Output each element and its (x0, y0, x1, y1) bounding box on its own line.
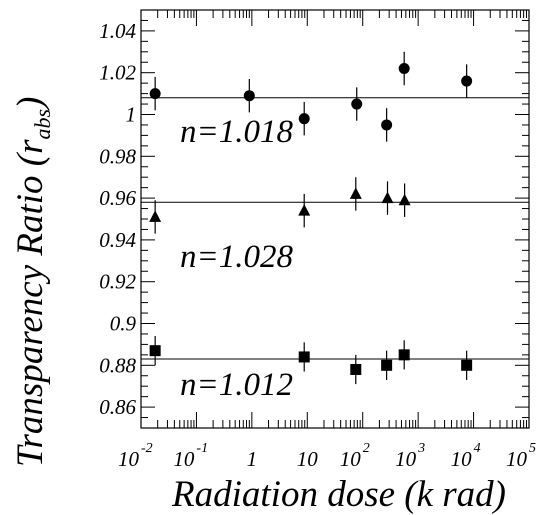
data-point (298, 101, 310, 136)
x-tick-base: 10 (451, 447, 473, 471)
square-marker (350, 363, 362, 375)
circle-marker (351, 98, 363, 110)
triangle-marker (398, 193, 411, 206)
x-tick-exp: 4 (474, 441, 481, 456)
data-point (149, 336, 161, 366)
data-point (298, 193, 311, 228)
circle-marker (381, 119, 393, 131)
y-tick-label: 0.94 (99, 228, 136, 252)
y-tick-label: 1.02 (99, 61, 136, 85)
y-tick-label: 0.92 (99, 270, 136, 294)
data-point (381, 181, 394, 215)
annotations: n=1.018 n=1.028 n=1.012 (180, 114, 294, 403)
data-point (461, 350, 473, 380)
circle-marker (298, 113, 310, 125)
data-point (350, 354, 362, 385)
x-tick-base: 1 (247, 447, 258, 471)
x-tick-label: 10 4 (451, 441, 481, 471)
triangle-marker (349, 187, 362, 199)
triangle-marker (298, 204, 311, 216)
data-point (398, 340, 410, 370)
y-tick-label: 1.04 (99, 19, 136, 43)
x-tick-base: 10 (297, 447, 319, 471)
y-tick-label: 0.86 (99, 395, 136, 419)
circle-marker (243, 90, 255, 102)
data-point (398, 51, 410, 86)
circle-marker (149, 88, 161, 100)
x-tick-label: 10 3 (395, 441, 425, 471)
y-axis-title: Transparency Ratio (rabs) (10, 97, 55, 467)
square-marker (461, 359, 473, 371)
x-tick-base: 10 (118, 447, 140, 471)
y-axis-title-close: ) (10, 97, 51, 111)
data-point (381, 350, 393, 380)
fit-lines (141, 97, 529, 360)
x-tick-exp: -1 (196, 441, 208, 456)
data-point (381, 108, 393, 142)
data-point (461, 64, 473, 98)
x-tick-label: 10 -1 (173, 441, 208, 471)
y-axis-title-main: Transparency Ratio (r (10, 139, 51, 467)
x-tick-base: 10 (506, 447, 528, 471)
x-axis-title: Radiation dose (k rad) (171, 474, 506, 515)
x-tick-base: 10 (340, 447, 362, 471)
circle-marker (398, 63, 410, 75)
y-tick-label: 0.96 (99, 186, 136, 210)
square-marker (398, 349, 410, 361)
data-point (398, 183, 411, 217)
y-tick-label: 0.88 (99, 353, 136, 377)
data-points (149, 51, 473, 385)
data-point (351, 87, 363, 121)
series-annotation: n=1.012 (180, 367, 293, 403)
square-marker (149, 345, 161, 357)
square-marker (381, 359, 393, 371)
data-point (349, 177, 362, 211)
x-tick-base: 10 (173, 447, 195, 471)
circle-marker (461, 75, 473, 87)
x-tick-exp: -2 (141, 441, 153, 456)
x-tick-base: 10 (395, 447, 417, 471)
y-tick-label: 0.98 (99, 144, 136, 168)
data-point (243, 78, 255, 113)
y-axis-title-subscript: abs (30, 109, 55, 140)
data-point (149, 76, 161, 111)
x-tick-exp: 3 (417, 441, 425, 456)
data-point (298, 342, 310, 372)
x-tick-label: 10 2 (340, 441, 370, 471)
series-annotation: n=1.018 (180, 114, 294, 150)
series-annotation: n=1.028 (180, 239, 294, 275)
y-tick-label: 0.9 (110, 312, 137, 336)
data-point (149, 200, 162, 234)
x-tick-label: 10 5 (506, 441, 536, 471)
square-marker (298, 351, 310, 363)
x-tick-label: 1 (247, 447, 258, 471)
x-tick-exp: 5 (529, 441, 536, 456)
triangle-marker (149, 210, 162, 222)
x-tick-label: 10 -2 (118, 441, 153, 471)
axis-labels: Radiation dose (k rad) Transparency Ratio… (10, 97, 506, 515)
triangle-marker (381, 191, 394, 204)
x-tick-label: 10 (297, 447, 319, 471)
x-tick-exp: 2 (363, 441, 370, 456)
y-tick-label: 1 (126, 103, 137, 127)
